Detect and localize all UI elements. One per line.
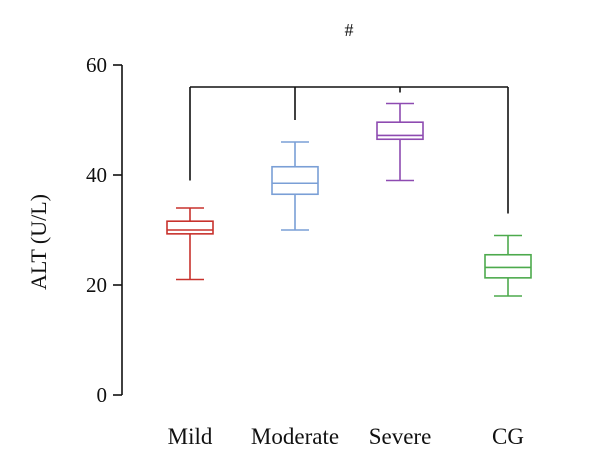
x-tick-label-cg: CG — [492, 424, 524, 449]
x-tick-label-mild: Mild — [168, 424, 213, 449]
box-severe — [376, 102, 424, 182]
x-tick-label-severe: Severe — [369, 424, 432, 449]
box-moderate — [271, 141, 319, 231]
iqr-box-severe — [376, 121, 424, 141]
significance-bracket: # — [189, 20, 509, 214]
axes: 0 20 40 60 ALT (U/L) — [26, 53, 123, 407]
iqr-box-mild — [166, 220, 214, 235]
labels: Mild Moderate Severe CG — [168, 424, 524, 449]
x-tick-label-moderate: Moderate — [251, 424, 339, 449]
y-tick-label-0: 0 — [97, 383, 108, 407]
y-tick-label-20: 20 — [86, 273, 107, 297]
iqr-box-cg — [484, 253, 532, 279]
boxes — [166, 102, 532, 297]
iqr-box-moderate — [271, 165, 319, 196]
box-mild — [166, 207, 214, 281]
significance-label: # — [345, 20, 354, 40]
y-axis-title: ALT (U/L) — [26, 194, 51, 290]
y-tick-label-40: 40 — [86, 163, 107, 187]
box-cg — [484, 234, 532, 297]
y-tick-label-60: 60 — [86, 53, 107, 77]
